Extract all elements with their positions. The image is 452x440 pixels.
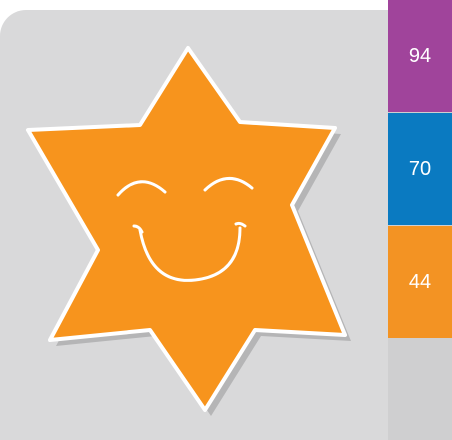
score-tab[interactable]: 44 [388,226,452,338]
score-tab[interactable]: 94 [388,0,452,112]
score-tab[interactable]: 70 [388,113,452,225]
page: 947044 (() => { const data = JSON.parse(… [0,0,452,440]
star [28,48,345,410]
sun-illustration [0,0,388,440]
